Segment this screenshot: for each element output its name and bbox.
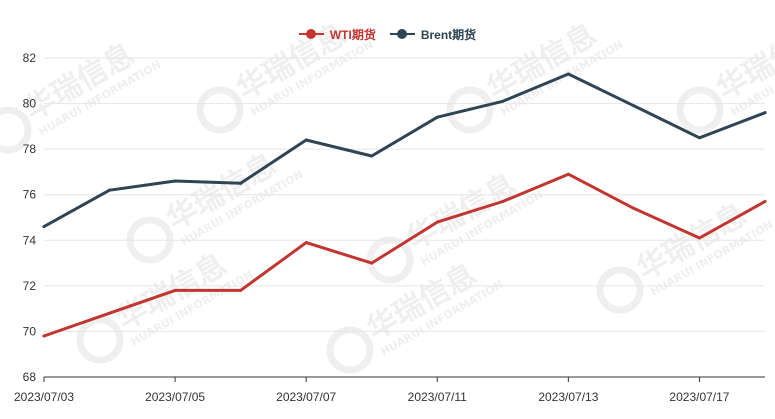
watermark-logo [126, 216, 174, 264]
data-point [632, 206, 636, 210]
watermark-logo [366, 236, 414, 284]
data-point [697, 136, 701, 140]
data-point [566, 172, 570, 176]
data-point [370, 154, 374, 158]
watermark-logo [326, 326, 374, 374]
y-tick-label: 68 [23, 370, 37, 384]
data-point [566, 72, 570, 76]
data-point [763, 111, 767, 115]
data-point [763, 200, 767, 204]
watermark-logo [596, 266, 644, 314]
data-point [435, 115, 439, 119]
data-point [501, 200, 505, 204]
legend-label-brent: Brent期货 [420, 27, 477, 42]
data-point [501, 99, 505, 103]
x-tick-label: 2023/07/07 [276, 390, 336, 404]
watermark-logo [676, 86, 724, 134]
y-tick-label: 78 [23, 142, 37, 156]
legend-swatch-brent [389, 27, 415, 41]
x-tick-label: 2023/07/03 [14, 390, 74, 404]
data-point [108, 311, 112, 315]
legend-item-wti[interactable]: WTI期货 [298, 26, 376, 43]
grid-lines [44, 57, 765, 378]
legend-swatch-wti [298, 27, 324, 41]
data-point [108, 188, 112, 192]
data-point [697, 236, 701, 240]
y-tick-label: 76 [23, 188, 37, 202]
data-point [632, 104, 636, 108]
data-point [304, 241, 308, 245]
watermark-logo [446, 86, 494, 134]
x-tick-label: 2023/07/11 [408, 390, 467, 404]
y-tick-label: 80 [23, 97, 37, 111]
data-point [239, 288, 243, 292]
series-line-wti [42, 172, 767, 338]
data-point [239, 181, 243, 185]
data-point [173, 288, 177, 292]
data-point [42, 334, 46, 338]
data-point [42, 225, 46, 229]
series-layer [42, 72, 767, 338]
x-tick-label: 2023/07/17 [669, 390, 729, 404]
legend-label-wti: WTI期货 [329, 27, 376, 42]
data-point [370, 261, 374, 265]
series-line-brent [42, 72, 767, 229]
y-tick-label: 74 [23, 233, 37, 247]
y-axis: 68 70 72 74 76 78 80 82 [23, 51, 37, 384]
watermark-logo [76, 316, 124, 364]
y-tick-label: 70 [23, 324, 37, 338]
data-point [304, 138, 308, 142]
legend: WTI期货 Brent期货 [0, 24, 775, 44]
y-tick-label: 72 [23, 279, 37, 293]
y-tick-label: 82 [23, 51, 37, 65]
watermark-logo [196, 86, 244, 134]
x-tick-label: 2023/07/13 [538, 390, 598, 404]
x-axis: 2023/07/03 2023/07/05 2023/07/07 2023/07/11… [14, 377, 730, 404]
x-tick-label: 2023/07/05 [145, 390, 205, 404]
legend-item-brent[interactable]: Brent期货 [389, 26, 477, 43]
data-point [173, 179, 177, 183]
data-point [435, 220, 439, 224]
watermark-logo [0, 106, 32, 154]
